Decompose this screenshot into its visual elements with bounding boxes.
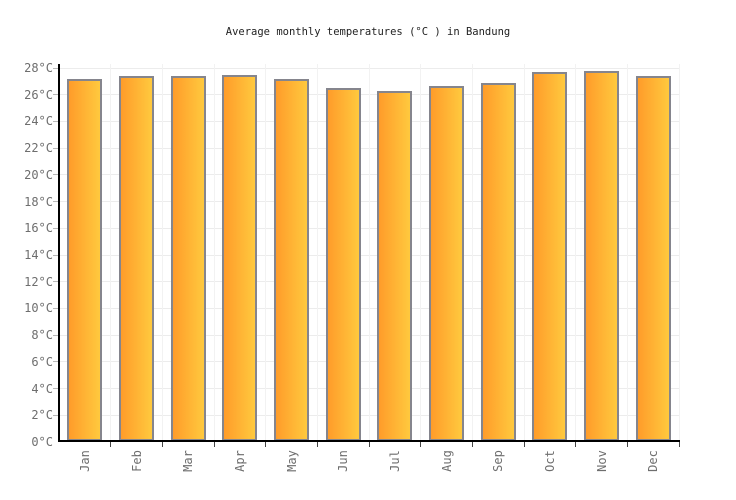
x-axis-tick [265, 442, 267, 447]
gridline-vertical [110, 64, 112, 442]
y-axis-label: 26°C [24, 87, 53, 102]
gridline-vertical [523, 64, 525, 442]
bar-nov [584, 71, 619, 441]
y-axis-label: 4°C [31, 381, 53, 396]
x-axis-label-jan: Jan [77, 450, 92, 472]
y-axis-tick [53, 201, 58, 203]
x-axis-label-aug: Aug [439, 450, 454, 472]
x-axis-tick [368, 442, 370, 447]
y-axis-label: 8°C [31, 328, 53, 343]
y-axis-label: 24°C [24, 114, 53, 129]
y-axis-label: 28°C [24, 61, 53, 75]
x-axis-label-sep: Sep [491, 450, 506, 472]
x-axis-tick [420, 442, 422, 447]
y-axis-tick [53, 147, 58, 149]
y-axis-tick [53, 334, 58, 336]
gridline-vertical [213, 64, 215, 442]
bar-mar [170, 76, 206, 441]
bar-jul [377, 91, 413, 441]
bar-feb [119, 76, 154, 441]
gridline-vertical [265, 64, 267, 442]
x-axis-label-dec: Dec [646, 450, 661, 472]
y-axis-tick [53, 254, 58, 256]
y-axis-tick [53, 361, 58, 363]
bar-aug [429, 85, 464, 441]
gridline-vertical [626, 64, 628, 442]
y-axis-label: 16°C [24, 221, 53, 236]
y-axis-label: 18°C [24, 194, 53, 209]
gridline-vertical [420, 64, 422, 442]
y-axis-tick [53, 174, 58, 176]
gridline-vertical [678, 64, 680, 442]
y-axis-label: 6°C [31, 354, 53, 369]
y-axis-label: 2°C [31, 408, 53, 423]
gridline-vertical [161, 64, 163, 442]
y-axis-label: 14°C [24, 248, 53, 262]
gridline-vertical [471, 64, 473, 442]
y-axis-tick [53, 388, 58, 390]
y-axis-tick [53, 67, 58, 69]
x-axis-tick [471, 442, 473, 447]
bar-jun [325, 88, 361, 441]
x-axis-tick [161, 442, 163, 447]
x-axis-label-feb: Feb [129, 450, 144, 472]
x-axis-line [58, 440, 680, 442]
y-axis-label: 0°C [31, 435, 53, 449]
gridline-vertical [368, 64, 370, 442]
y-axis-label: 10°C [24, 301, 53, 316]
bar-sep [480, 83, 516, 441]
x-axis-label-apr: Apr [232, 450, 247, 472]
y-axis-tick [53, 281, 58, 283]
x-axis-tick [575, 442, 577, 447]
x-axis-tick [110, 442, 112, 447]
gridline-vertical [316, 64, 318, 442]
y-axis-tick [53, 120, 58, 122]
x-axis-tick [523, 442, 525, 447]
y-axis-tick [53, 94, 58, 96]
y-axis-tick [53, 227, 58, 229]
x-axis-label-nov: Nov [594, 450, 609, 472]
bar-oct [532, 72, 568, 441]
y-axis-label: 12°C [24, 274, 53, 289]
x-axis-tick [316, 442, 318, 447]
x-axis-label-may: May [284, 450, 299, 472]
bar-may [274, 79, 309, 441]
x-axis-tick [213, 442, 215, 447]
x-axis-tick [678, 442, 680, 447]
bar-jan [67, 79, 103, 441]
x-axis-label-mar: Mar [181, 450, 196, 472]
x-axis-label-oct: Oct [542, 450, 557, 472]
x-axis-label-jul: Jul [387, 450, 402, 472]
y-axis-label: 22°C [24, 141, 53, 156]
x-axis-label-jun: Jun [336, 450, 351, 472]
y-axis-tick [53, 414, 58, 416]
y-axis-label: 20°C [24, 167, 53, 182]
gridline-vertical [575, 64, 577, 442]
x-axis-tick [626, 442, 628, 447]
bar-dec [635, 76, 671, 441]
y-axis-tick [53, 307, 58, 309]
bar-apr [222, 75, 258, 441]
chart-title: Average monthly temperatures (°C ) in Ba… [225, 26, 511, 38]
y-axis-line [58, 64, 60, 442]
